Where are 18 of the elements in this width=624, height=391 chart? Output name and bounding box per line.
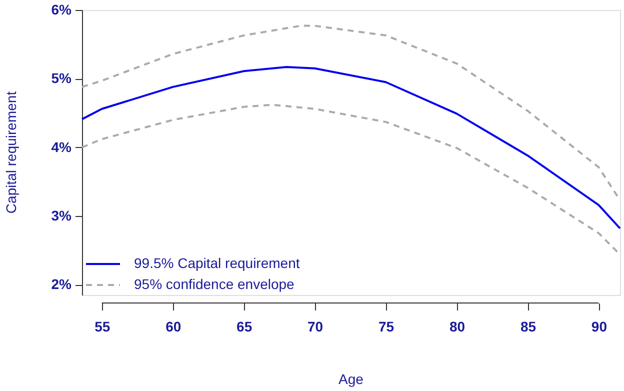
x-tick-label: 90 — [591, 318, 608, 334]
x-tick-label: 60 — [166, 318, 182, 334]
x-tick-label: 70 — [308, 318, 324, 334]
x-tick-label: 80 — [449, 318, 466, 334]
y-axis-title: Capital requirement — [3, 91, 19, 214]
y-tick-label: 5% — [51, 70, 72, 86]
y-tick-label: 4% — [51, 138, 72, 155]
legend-label: 99.5% Capital requirement — [134, 255, 300, 271]
x-tick-label: 65 — [236, 318, 252, 334]
y-tick-label: 6% — [51, 2, 72, 18]
x-tick-label: 75 — [378, 318, 394, 334]
x-tick-label: 85 — [520, 318, 536, 334]
y-tick-label: 3% — [51, 208, 72, 224]
x-tick-label: 55 — [94, 318, 110, 334]
y-tick-label: 2% — [51, 276, 72, 292]
legend-label: 95% confidence envelope — [134, 276, 295, 292]
x-axis-title: Age — [338, 371, 364, 387]
line-series — [81, 66, 621, 230]
